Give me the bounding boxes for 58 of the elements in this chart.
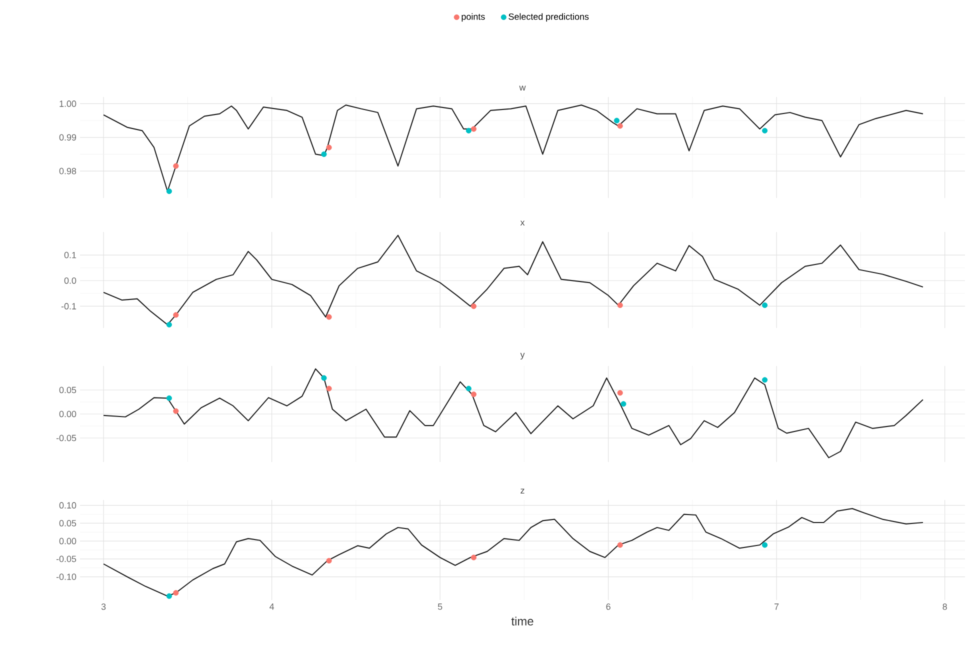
point xyxy=(614,118,620,124)
point xyxy=(166,395,172,401)
x-tick-label: 7 xyxy=(774,604,779,610)
point xyxy=(166,322,172,328)
point xyxy=(762,377,768,383)
chart-title: y xyxy=(520,352,525,360)
point xyxy=(470,303,477,310)
line-series xyxy=(103,368,924,458)
x-tick-label: 8 xyxy=(942,604,947,610)
point xyxy=(166,593,172,599)
y-tick-label: -0.1 xyxy=(61,303,76,310)
y-tick-label: 0.00 xyxy=(59,410,76,418)
point xyxy=(470,126,477,132)
point xyxy=(466,128,472,134)
y-tick-label: 0.05 xyxy=(59,520,76,526)
point xyxy=(470,392,477,398)
y-tick-label: 0.0 xyxy=(64,277,76,284)
point xyxy=(466,386,472,392)
point xyxy=(470,554,477,560)
point xyxy=(762,302,768,308)
chart-title: z xyxy=(520,488,524,494)
point xyxy=(173,312,179,318)
chart-title: x xyxy=(520,220,525,226)
point xyxy=(762,542,768,548)
x-tick-label: 3 xyxy=(101,604,106,610)
point xyxy=(326,558,332,564)
point xyxy=(173,163,179,169)
point xyxy=(321,151,327,158)
x-tick-label: 5 xyxy=(438,604,442,610)
point xyxy=(617,302,623,308)
point xyxy=(166,188,172,194)
y-tick-label: 0.05 xyxy=(59,386,76,394)
point xyxy=(326,386,332,392)
point xyxy=(326,314,332,320)
point xyxy=(173,408,179,414)
point xyxy=(762,128,768,134)
y-tick-label: -0.05 xyxy=(56,434,76,442)
point xyxy=(321,375,327,381)
legend-label: points xyxy=(462,13,485,22)
y-tick-label: 0.98 xyxy=(59,168,76,174)
y-tick-label: 1.00 xyxy=(60,100,76,107)
x-tick-label: 4 xyxy=(270,604,274,610)
x-tick-label: 6 xyxy=(606,604,610,610)
legend-label: Selected predictions xyxy=(508,13,589,22)
point xyxy=(617,390,623,396)
point xyxy=(617,542,623,548)
y-tick-label: 0.10 xyxy=(59,502,76,509)
y-tick-label: -0.05 xyxy=(56,556,76,562)
chart-title: w xyxy=(519,86,526,90)
x-axis-title: time xyxy=(511,616,534,626)
point xyxy=(617,123,623,129)
y-tick-label: 0.1 xyxy=(64,252,76,258)
y-tick-label: -0.10 xyxy=(56,574,76,580)
y-tick-label: 0.00 xyxy=(59,538,76,544)
point xyxy=(620,401,626,407)
point xyxy=(173,590,179,596)
y-tick-label: 0.99 xyxy=(59,134,76,141)
point xyxy=(326,144,332,150)
